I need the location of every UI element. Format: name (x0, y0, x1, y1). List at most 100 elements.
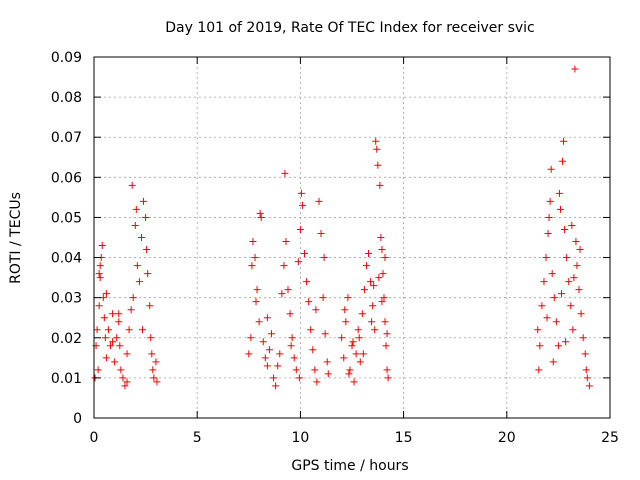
data-point (317, 229, 325, 237)
data-point (153, 378, 161, 386)
data-point (536, 342, 544, 350)
x-tick-label: 10 (291, 430, 309, 446)
y-tick-label: 0.01 (51, 371, 82, 387)
data-point (370, 282, 378, 290)
data-point (315, 197, 323, 205)
data-point (276, 350, 284, 358)
data-point (132, 205, 140, 213)
data-point (582, 366, 590, 374)
data-point (102, 354, 110, 362)
x-tick-label: 5 (193, 430, 202, 446)
data-point (340, 354, 348, 362)
data-point (548, 270, 556, 278)
data-point (139, 326, 147, 334)
data-point (111, 358, 119, 366)
data-point (369, 302, 377, 310)
data-point (360, 286, 368, 294)
axis-ticks: 0 5 10 15 20 25 0 0.01 0.02 0.03 0.04 0.05 0.06 0.07 0… (51, 50, 619, 446)
data-point (295, 374, 303, 382)
data-point (373, 145, 381, 153)
data-point (563, 254, 571, 262)
data-point (555, 189, 563, 197)
data-point (550, 294, 558, 302)
data-point (270, 374, 278, 382)
data-point (252, 298, 260, 306)
data-point (248, 262, 256, 270)
data-point (261, 354, 269, 362)
data-point (313, 378, 321, 386)
data-point (575, 286, 583, 294)
y-tick-label: 0.09 (51, 50, 82, 66)
data-point (140, 197, 148, 205)
y-tick-label: 0.03 (51, 291, 82, 307)
data-point (324, 370, 332, 378)
data-point (312, 306, 320, 314)
data-point (280, 262, 288, 270)
y-tick-label: 0.08 (51, 90, 82, 106)
y-tick-label: 0.07 (51, 130, 82, 146)
data-point (100, 314, 108, 322)
data-point (121, 382, 129, 390)
data-point (298, 201, 306, 209)
data-point (281, 169, 289, 177)
data-point (559, 157, 567, 165)
data-point (96, 274, 104, 282)
data-point (534, 326, 542, 334)
data-point (546, 197, 554, 205)
data-point (581, 350, 589, 358)
data-point (101, 334, 109, 342)
data-point (296, 225, 304, 233)
data-point (115, 318, 123, 326)
data-point (576, 246, 584, 254)
data-point (274, 362, 282, 370)
data-point (257, 213, 265, 221)
x-tick-label: 20 (498, 430, 516, 446)
data-point (249, 238, 257, 246)
y-tick-label: 0.02 (51, 331, 82, 347)
x-tick-label: 25 (601, 430, 619, 446)
data-point (349, 338, 357, 346)
data-point (359, 350, 367, 358)
data-point (552, 318, 560, 326)
data-point (104, 326, 112, 334)
data-point (547, 165, 555, 173)
data-point (540, 278, 548, 286)
x-tick-label: 15 (395, 430, 413, 446)
data-point (311, 366, 319, 374)
data-point (554, 342, 562, 350)
data-point (127, 306, 135, 314)
data-point (354, 326, 362, 334)
data-point (98, 242, 106, 250)
data-point (150, 374, 158, 382)
data-point (556, 205, 564, 213)
data-point (345, 370, 353, 378)
data-point (142, 213, 150, 221)
y-tick-label: 0.04 (51, 251, 82, 267)
data-point (377, 234, 385, 241)
data-point (585, 382, 593, 390)
data-point (143, 246, 151, 254)
data-point (284, 286, 292, 294)
data-point (320, 254, 328, 262)
data-point (93, 326, 101, 334)
data-point (367, 278, 375, 286)
data-point (119, 374, 127, 382)
data-point (338, 334, 346, 342)
data-point (572, 238, 580, 246)
data-point (355, 334, 363, 342)
data-point (149, 366, 157, 374)
data-point (95, 302, 103, 310)
data-point (294, 258, 302, 266)
data-point (123, 350, 131, 358)
data-point (381, 254, 389, 262)
data-point (137, 234, 145, 241)
data-point (577, 310, 585, 318)
data-point (342, 318, 350, 326)
data-point (567, 302, 575, 310)
data-point (545, 213, 553, 221)
data-point (109, 310, 117, 318)
data-point (344, 294, 352, 302)
data-point (561, 225, 569, 233)
data-point (571, 65, 579, 73)
